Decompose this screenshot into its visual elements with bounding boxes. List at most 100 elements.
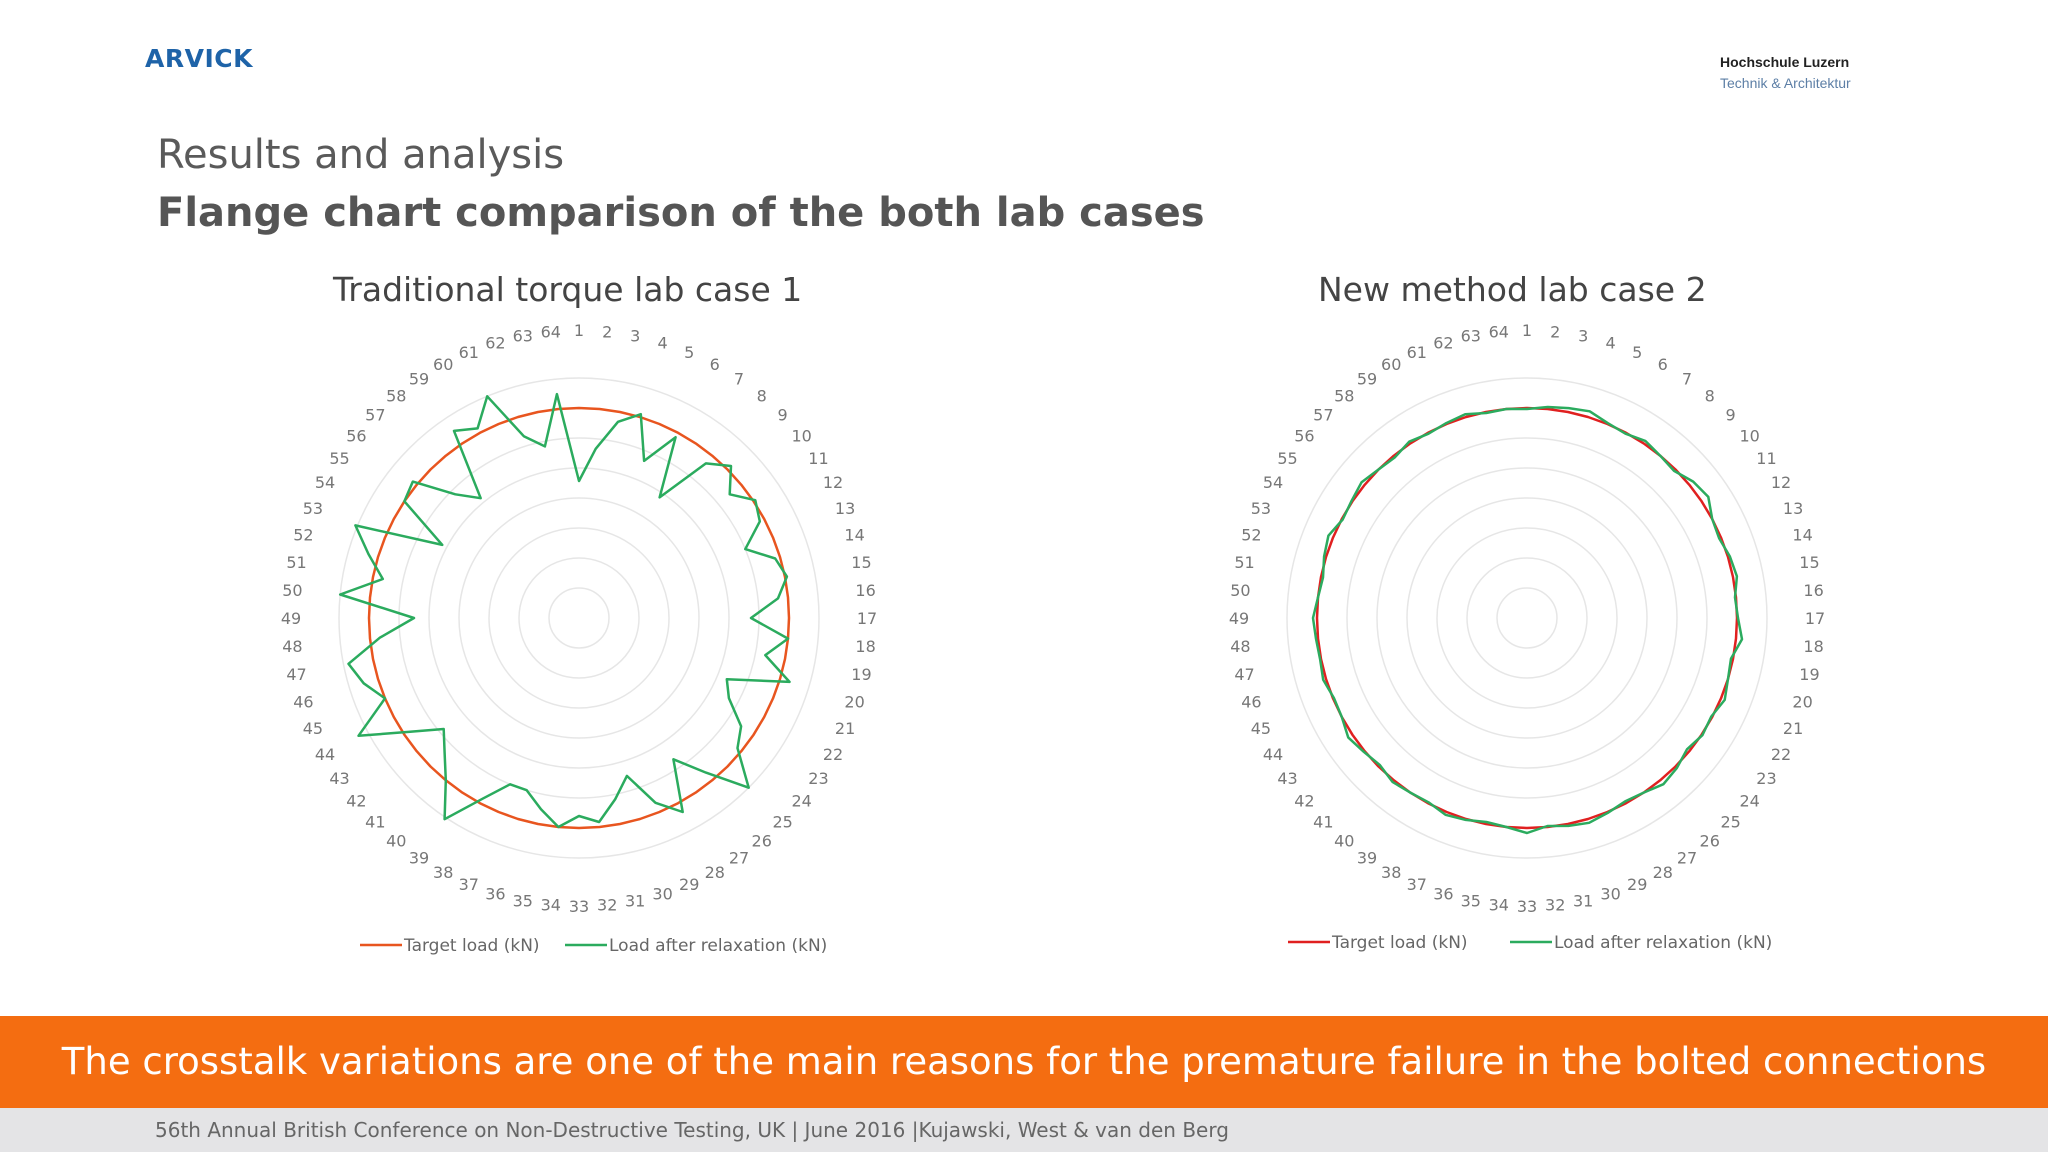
category-label: 14 xyxy=(844,525,864,544)
category-label: 64 xyxy=(541,322,561,341)
category-label: 36 xyxy=(1433,885,1453,904)
arvick-logo: ARVICK xyxy=(145,44,253,73)
category-label: 19 xyxy=(1799,665,1819,684)
category-label: 55 xyxy=(329,449,349,468)
category-label: 34 xyxy=(1489,896,1509,915)
category-label: 7 xyxy=(734,370,744,389)
chart-title-case-1: Traditional torque lab case 1 xyxy=(333,270,803,309)
category-label: 38 xyxy=(433,863,453,882)
category-label: 9 xyxy=(778,405,788,424)
category-label: 16 xyxy=(855,581,875,600)
category-label: 58 xyxy=(1334,386,1354,405)
grid-ring xyxy=(398,437,760,799)
category-label: 58 xyxy=(386,386,406,405)
footer: 56th Annual British Conference on Non-De… xyxy=(0,1108,2048,1152)
category-label: 27 xyxy=(729,848,749,867)
category-label: 39 xyxy=(409,848,429,867)
category-label: 23 xyxy=(808,769,828,788)
category-label: 31 xyxy=(625,891,645,910)
category-label: 10 xyxy=(1739,426,1759,445)
category-label: 53 xyxy=(303,499,323,518)
grid-ring xyxy=(1376,467,1678,769)
category-label: 37 xyxy=(1407,875,1427,894)
category-label: 62 xyxy=(485,333,505,352)
legend-label: Target load (kN) xyxy=(1331,933,1468,953)
category-label: 15 xyxy=(1799,553,1819,572)
university-department: Technik & Architektur xyxy=(1720,75,1851,91)
radar-charts: 1 2 3 4567891011121314151617181920212223242… xyxy=(281,321,1825,956)
slide-title: Results and analysis xyxy=(157,132,565,178)
grid-ring xyxy=(1436,527,1618,709)
category-label: 51 xyxy=(286,553,306,572)
category-label: 53 xyxy=(1251,499,1271,518)
category-label: 36 xyxy=(485,885,505,904)
category-label: 33 xyxy=(569,897,589,916)
category-label: 6 xyxy=(710,355,720,374)
category-label: 51 xyxy=(1234,553,1254,572)
category-label: 12 xyxy=(1771,473,1791,492)
category-label: 40 xyxy=(386,832,406,851)
category-label: 13 xyxy=(1783,499,1803,518)
category-label: 4 xyxy=(658,333,668,352)
category-label: 52 xyxy=(293,525,313,544)
category-label: 59 xyxy=(1357,370,1377,389)
category-label: 25 xyxy=(772,813,792,832)
category-label: 39 xyxy=(1357,848,1377,867)
category-label: 37 xyxy=(459,875,479,894)
category-label: 45 xyxy=(1251,719,1271,738)
category-label: 42 xyxy=(346,792,366,811)
radar-chart-case-2: 1 2 3 4567891011121314151617181920212223242… xyxy=(1229,321,1825,953)
grid-ring xyxy=(428,467,730,769)
category-label: 28 xyxy=(1653,863,1673,882)
category-label: 44 xyxy=(1263,745,1283,764)
category-label: 30 xyxy=(1600,885,1620,904)
category-label: 13 xyxy=(835,499,855,518)
category-label: 63 xyxy=(1461,327,1481,346)
category-label: 16 xyxy=(1803,581,1823,600)
category-label: 64 xyxy=(1489,322,1509,341)
series-load-after-relaxation xyxy=(1311,405,1744,835)
category-label: 56 xyxy=(1294,426,1314,445)
category-label: 27 xyxy=(1677,848,1697,867)
category-label: 22 xyxy=(1771,745,1791,764)
category-label: 22 xyxy=(823,745,843,764)
category-label: 14 xyxy=(1792,525,1812,544)
category-label: 30 xyxy=(652,885,672,904)
category-label: 11 xyxy=(1756,449,1776,468)
category-label: 48 xyxy=(282,637,302,656)
grid-ring xyxy=(368,407,790,829)
category-label: 42 xyxy=(1294,792,1314,811)
category-label: 52 xyxy=(1241,525,1261,544)
category-label: 20 xyxy=(1792,693,1812,712)
category-label: 26 xyxy=(1700,832,1720,851)
category-label: 17 xyxy=(1805,609,1825,628)
category-label: 49 xyxy=(281,609,301,628)
category-label: 32 xyxy=(1545,896,1565,915)
legend-label: Target load (kN) xyxy=(403,936,540,956)
grid-ring xyxy=(518,557,640,679)
category-label: 44 xyxy=(315,745,335,764)
category-label: 50 xyxy=(282,581,302,600)
category-label: 1 xyxy=(574,321,584,340)
category-label: 55 xyxy=(1277,449,1297,468)
university-logo: Hochschule Luzern Technik & Architektur xyxy=(1720,52,1851,94)
category-label: 21 xyxy=(1783,719,1803,738)
category-label: 46 xyxy=(293,693,313,712)
category-label: 9 xyxy=(1726,405,1736,424)
category-label: 54 xyxy=(315,473,335,492)
category-label: 8 xyxy=(757,386,767,405)
category-label: 12 xyxy=(823,473,843,492)
category-label: 33 xyxy=(1517,897,1537,916)
category-label: 21 xyxy=(835,719,855,738)
category-label: 40 xyxy=(1334,832,1354,851)
category-label: 34 xyxy=(541,896,561,915)
category-label: 1 xyxy=(1522,321,1532,340)
series-load-after-relaxation xyxy=(338,392,791,829)
category-label: 29 xyxy=(679,875,699,894)
category-label: 24 xyxy=(1739,792,1759,811)
grid-ring xyxy=(488,527,670,709)
category-label: 11 xyxy=(808,449,828,468)
category-label: 38 xyxy=(1381,863,1401,882)
category-label: 3 xyxy=(1578,327,1588,346)
category-label: 60 xyxy=(433,355,453,374)
